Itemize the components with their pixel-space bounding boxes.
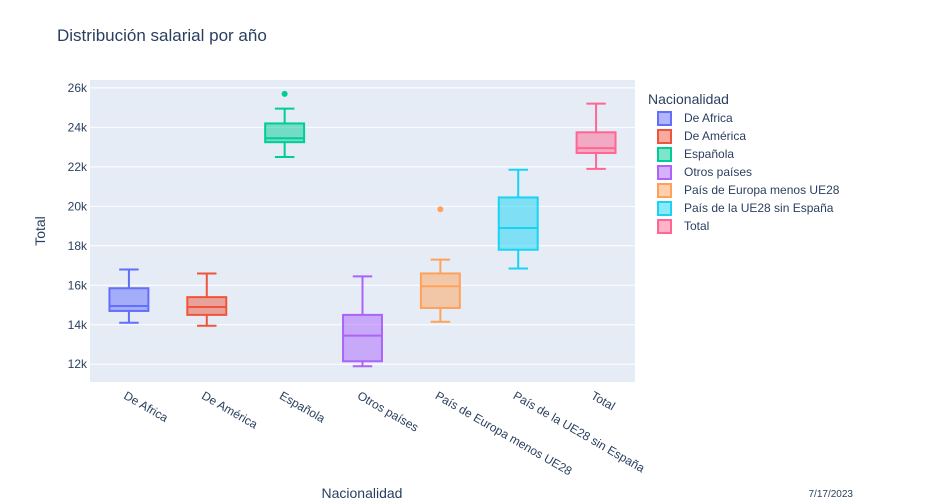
x-tick-label: Total: [589, 388, 618, 413]
legend-label: De América: [684, 129, 746, 143]
box-group: [264, 90, 306, 158]
y-tick-label: 14k: [68, 318, 88, 332]
x-axis-ticks: De Africa De América Española Otros países P…: [121, 388, 647, 478]
box: [575, 131, 617, 155]
legend-label: Total: [684, 219, 709, 233]
y-tick-label: 16k: [68, 278, 88, 292]
legend-swatch: [657, 219, 672, 234]
y-tick-label: 20k: [68, 199, 88, 213]
box-group: [186, 272, 228, 327]
box-group: [575, 102, 617, 170]
x-tick-label: De Africa: [121, 388, 170, 425]
x-tick-label: País de la UE28 sin España: [511, 388, 648, 475]
x-tick-label: De América: [199, 388, 260, 431]
box: [419, 272, 461, 309]
legend-item: País de Europa menos UE28: [657, 183, 840, 198]
legend-label: Española: [684, 147, 734, 161]
y-tick-label: 12k: [68, 357, 88, 371]
box: [264, 122, 306, 144]
y-tick-label: 22k: [68, 160, 88, 174]
legend-item: Española: [657, 147, 734, 162]
box-group: [497, 168, 539, 270]
x-tick-label: Otros países: [355, 388, 421, 434]
footer-date: 7/17/2023: [809, 489, 854, 498]
x-axis-title: Nacionalidad: [322, 485, 403, 498]
legend-swatch: [657, 147, 672, 162]
outlier-point: [281, 90, 288, 97]
legend-item: Otros países: [657, 165, 752, 180]
y-tick-label: 24k: [68, 120, 88, 134]
y-tick-label: 18k: [68, 239, 88, 253]
legend-label: Otros países: [684, 165, 752, 179]
chart-title: Distribución salarial por año: [57, 26, 267, 45]
legend-item: De Africa: [657, 111, 733, 126]
y-tick-label: 26k: [68, 81, 88, 95]
box: [108, 287, 150, 312]
legend-label: País de Europa menos UE28: [684, 183, 840, 197]
box: [497, 196, 539, 251]
legend-label: De Africa: [684, 111, 733, 125]
legend-swatch: [657, 111, 672, 126]
legend-label: País de la UE28 sin España: [684, 201, 834, 215]
box-group: [342, 275, 383, 368]
legend-swatch: [657, 183, 672, 198]
legend-swatch: [657, 165, 672, 180]
y-axis-title: Total: [32, 216, 48, 246]
legend-swatch: [657, 129, 672, 144]
x-tick-label: Española: [277, 388, 328, 425]
legend-swatch: [657, 201, 672, 216]
legend: Nacionalidad De Africa De América Española…: [648, 91, 840, 234]
box: [342, 313, 383, 363]
legend-item: De América: [657, 129, 746, 144]
box-group: [419, 206, 461, 323]
box-group: [108, 268, 150, 324]
boxes: [108, 90, 617, 368]
y-axis-ticks: 12k 14k 16k 18k 20k 22k 24k 26k: [68, 81, 88, 371]
legend-item: País de la UE28 sin España: [657, 201, 834, 216]
legend-item: Total: [657, 219, 709, 234]
x-tick-label: País de Europa menos UE28: [433, 388, 575, 478]
legend-title: Nacionalidad: [648, 91, 729, 107]
outlier-point: [437, 206, 444, 213]
